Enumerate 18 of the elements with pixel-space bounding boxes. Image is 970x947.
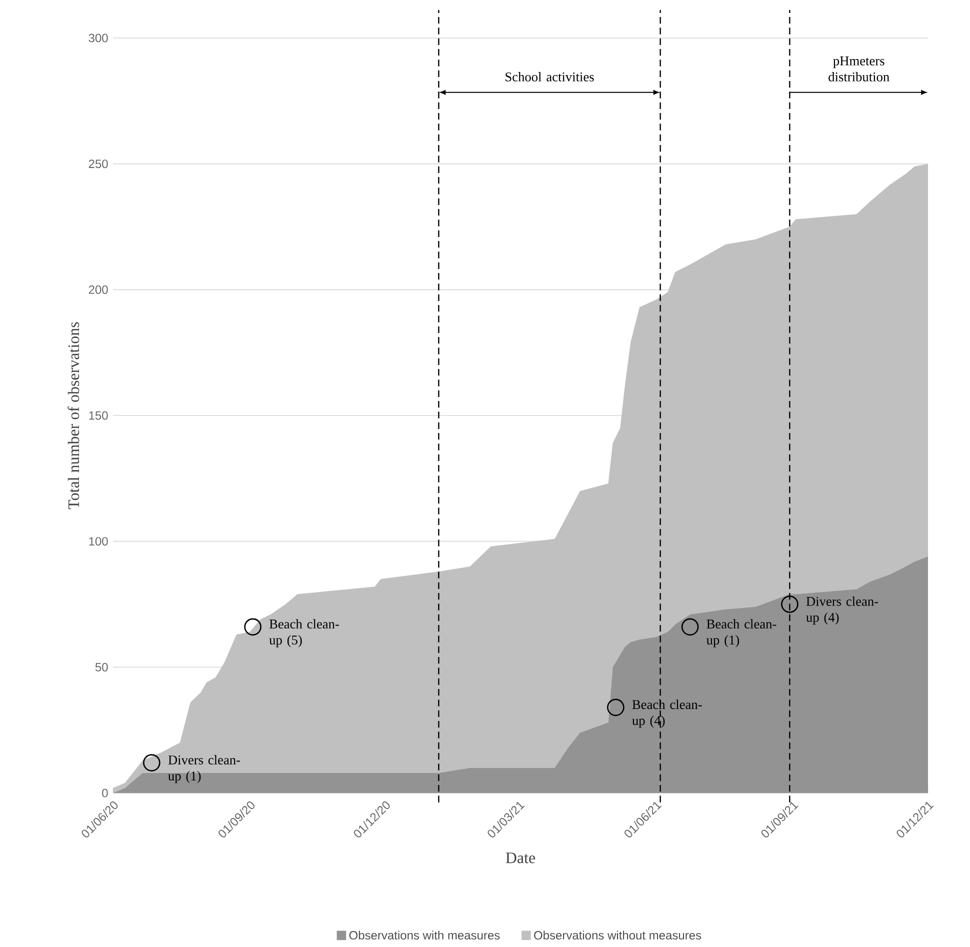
y-tick-label: 50 [95,662,108,672]
x-axis-title: Date [506,852,536,864]
annotation: Beach clean-up (1) [706,619,776,648]
annotation: Divers clean-up (1) [168,755,240,784]
legend-label: Observations with measures [349,930,500,940]
y-axis-title: Total number of observations [68,322,80,510]
annotation: Beach clean-up (4) [632,700,702,728]
annotation: School activities [506,72,594,82]
legend-label: Observations without measures [534,930,702,940]
y-tick-label: 100 [89,537,108,546]
y-tick-label: 0 [102,788,108,798]
y-tick-label: 250 [88,160,108,168]
y-tick-label: 150 [89,411,108,420]
annotation: pHmeters distribution [828,56,890,82]
y-tick-label: 300 [88,34,108,42]
annotation: Beach clean-up (5) [269,619,339,648]
y-tick-label: 200 [88,285,108,294]
annotation: Divers clean-up (4) [806,596,878,625]
